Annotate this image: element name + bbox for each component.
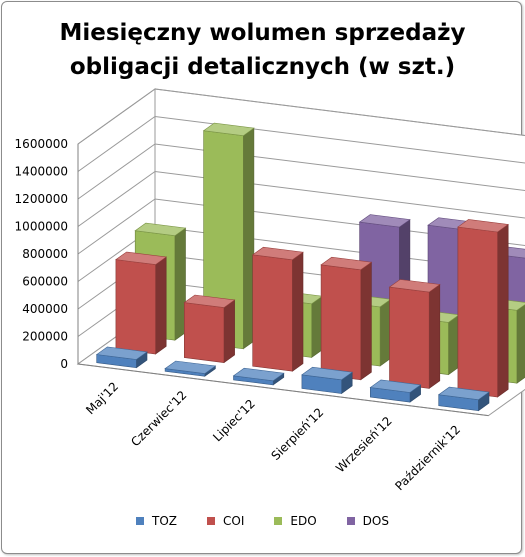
bar-top [301, 366, 353, 381]
x-tick-label: Czerwiec'12 [128, 388, 189, 449]
bar-coi-4 [388, 279, 441, 389]
legend-swatch [136, 517, 145, 525]
bar-side [428, 283, 441, 389]
bar-top [320, 256, 373, 271]
x-tick-label: Maj'12 [83, 379, 121, 417]
bar-top [251, 246, 304, 261]
bar-side [155, 256, 167, 355]
bar-side [311, 295, 323, 358]
gridline [77, 88, 525, 145]
bar-toz-1 [164, 360, 217, 377]
bar-top [95, 346, 148, 360]
legend-swatch [207, 517, 216, 525]
legend-item-edo: EDO [274, 514, 317, 528]
bar-side [516, 304, 525, 384]
bar-front [389, 286, 430, 389]
y-tick-label: 200000 [22, 330, 68, 344]
bar-coi-1 [183, 294, 236, 364]
bar-coi-2 [251, 246, 304, 372]
bar-toz-2 [232, 367, 285, 386]
bar-front [320, 264, 362, 381]
bar-top [183, 294, 236, 308]
y-tick-label: 0 [60, 357, 68, 371]
bar-top [369, 379, 422, 393]
bar-side [223, 299, 235, 364]
bar-edo-1 [202, 122, 255, 350]
bar-toz-3 [301, 366, 353, 395]
y-tick-label: 600000 [22, 275, 68, 289]
legend-label: COI [223, 514, 245, 528]
legend-swatch [346, 517, 355, 525]
gridline [77, 170, 525, 227]
bar-coi-5 [457, 219, 509, 398]
legend-label: EDO [290, 514, 317, 528]
x-tick-label: Październik'12 [392, 422, 463, 493]
bar-top [115, 251, 167, 265]
x-axis-line [77, 363, 489, 417]
gridline [77, 143, 525, 200]
legend-item-dos: DOS [346, 514, 389, 528]
bar-coi-3 [320, 256, 373, 381]
y-tick-label: 1600000 [15, 137, 68, 151]
bar-front [252, 254, 293, 372]
bar-side [379, 298, 392, 367]
bar-side [497, 223, 509, 398]
legend-label: DOS [362, 514, 389, 528]
bar-top [437, 386, 490, 401]
bar-top [164, 360, 217, 374]
bar-side [448, 314, 460, 376]
x-tick-label: Sierpień'12 [269, 405, 327, 463]
bar-side [360, 261, 372, 381]
y-tick-label: 800000 [22, 247, 68, 261]
legend-label: TOZ [152, 514, 178, 528]
y-tick-labels: 0 200000 400000 600000 800000 1000000 1200000 1… [15, 137, 68, 371]
bar-top [358, 214, 411, 228]
bars [95, 122, 525, 412]
bar-front [115, 259, 156, 355]
bar-top [202, 122, 255, 137]
bar-top [134, 222, 187, 237]
bar-side [174, 227, 186, 341]
bar-toz-0 [95, 346, 148, 369]
chart-title-line-2: obligacji detalicznych (w szt.) [69, 54, 456, 80]
x-tick-label: Wrzesień'12 [333, 414, 395, 476]
y-tick-label: 1400000 [15, 165, 68, 179]
bar-top [388, 279, 441, 293]
legend-item-toz: TOZ [136, 514, 177, 528]
chart-legend: TOZ COI EDO DOS [0, 508, 525, 534]
bar-front [184, 302, 225, 363]
y-tick-label: 1000000 [15, 220, 68, 234]
x-tick-label: Lipiec'12 [210, 397, 258, 445]
chart-title-line-1: Miesięczny wolumen sprzedaży [59, 20, 466, 46]
legend-swatch [274, 517, 283, 525]
y-tick-label: 1200000 [15, 192, 68, 206]
bar-front [457, 226, 498, 398]
gridline [77, 115, 525, 172]
bar-side [243, 127, 255, 350]
y-tick-label: 400000 [22, 302, 68, 316]
bar-toz-4 [369, 379, 422, 403]
bar-side [292, 251, 304, 372]
legend-item-coi: COI [207, 514, 244, 528]
bar-toz-5 [437, 386, 490, 412]
bar-top [457, 219, 509, 233]
chart-title: Miesięczny wolumen sprzedaży obligacji d… [0, 16, 525, 84]
bar-coi-0 [115, 251, 167, 355]
bar-top [232, 367, 285, 382]
